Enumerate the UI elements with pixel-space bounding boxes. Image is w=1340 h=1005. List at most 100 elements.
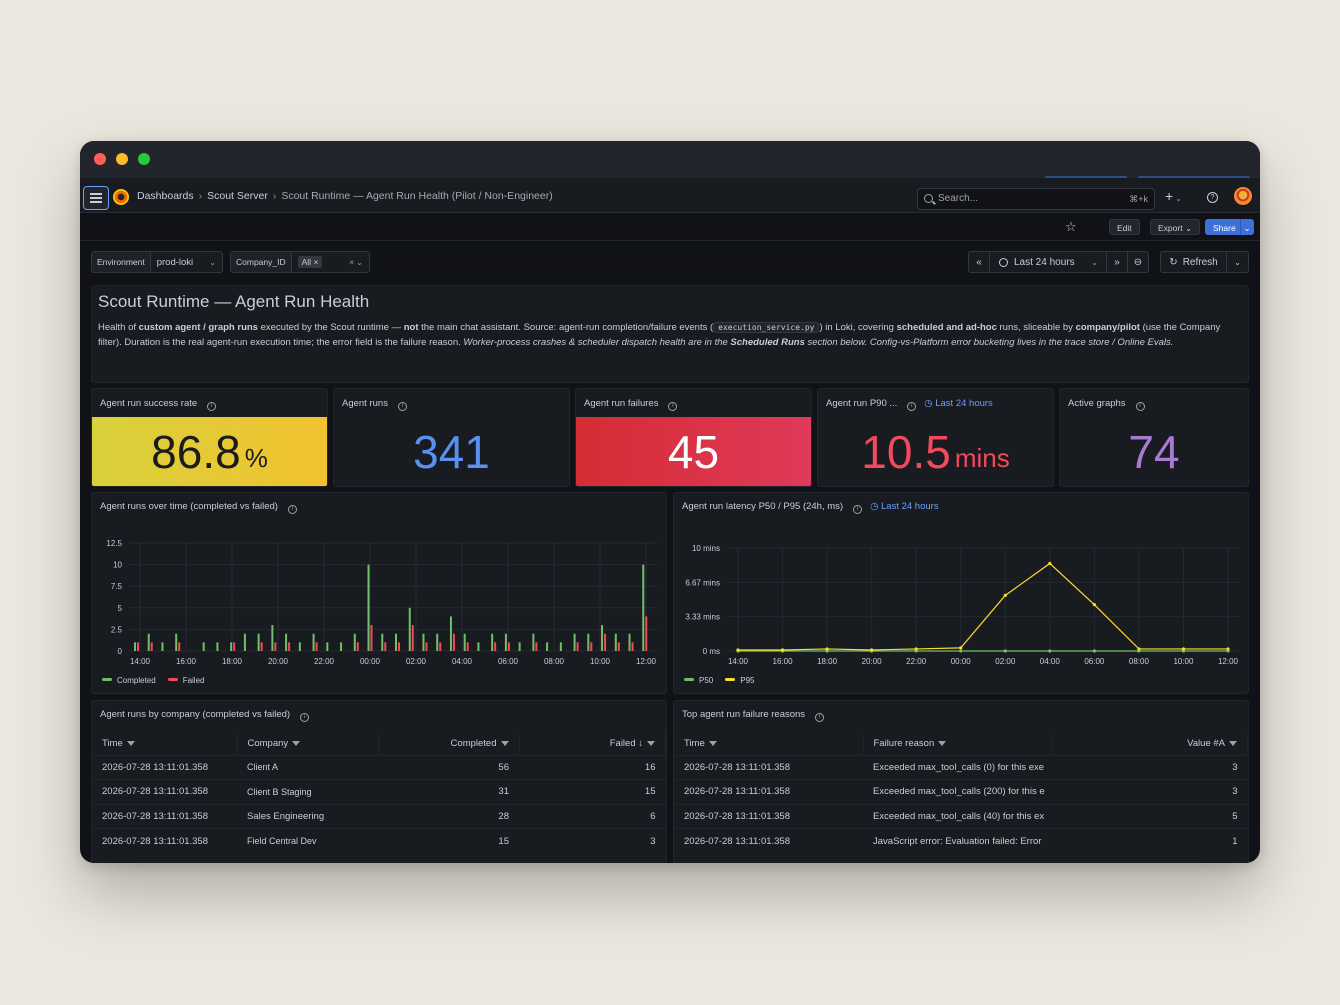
info-icon[interactable]: i: [853, 505, 863, 514]
cell-failure-reason: Exceeded max_tool_calls (40) for this ex: [863, 803, 1051, 829]
edit-button[interactable]: Edit: [1109, 219, 1140, 235]
add-new-button[interactable]: + ⌄: [1165, 189, 1182, 206]
share-button[interactable]: Share: [1205, 219, 1244, 235]
column-header-time[interactable]: Time: [92, 733, 238, 755]
search-input[interactable]: Search... ⌘+k: [917, 188, 1155, 210]
agent-runs-panel[interactable]: Agent runs i 341: [333, 388, 570, 487]
info-icon[interactable]: i: [815, 713, 825, 722]
filter-icon[interactable]: [1229, 741, 1237, 747]
column-header-company[interactable]: Company: [237, 733, 379, 755]
info-icon[interactable]: i: [300, 713, 310, 722]
completed-bar: [628, 633, 631, 651]
p90-duration-panel[interactable]: Agent run P90 ... i ◷ Last 24 hours 10.5 mi…: [817, 388, 1054, 487]
time-range-picker[interactable]: Last 24 hours ⌄: [989, 251, 1107, 273]
minimize-window-button[interactable]: [116, 153, 128, 165]
latency-panel[interactable]: Agent run latency P50 / P95 (24h, ms) i ◷ …: [673, 492, 1249, 694]
info-icon[interactable]: i: [668, 402, 678, 411]
info-icon[interactable]: i: [397, 402, 407, 411]
column-header-failure-reason[interactable]: Failure reason: [863, 733, 1052, 755]
legend-item-p50[interactable]: P50: [684, 676, 713, 685]
panel-title: Top agent run failure reasons i: [682, 709, 825, 722]
active-graphs-panel[interactable]: Active graphs i 74: [1059, 388, 1249, 487]
time-shift-back-button[interactable]: «: [968, 251, 990, 273]
latency-chart[interactable]: 0 ms 3.33 mins 6.67 mins 10 mins 14:00 16:00 1…: [674, 515, 1249, 694]
x-tick-label: 14:00: [130, 657, 151, 666]
maximize-window-button[interactable]: [138, 153, 150, 165]
breadcrumb-folder[interactable]: Scout Server: [207, 190, 268, 202]
p95-point: [870, 648, 874, 652]
column-header-completed[interactable]: Completed: [378, 733, 520, 755]
filter-icon[interactable]: [500, 741, 509, 747]
filter-icon[interactable]: [292, 741, 301, 747]
table-row[interactable]: 2026-07-28 13:11:01.358 Client A 56 16: [92, 754, 666, 780]
chart-legend: Completed Failed: [102, 676, 204, 685]
success-rate-panel[interactable]: Agent run success rate i 86.8%: [91, 388, 328, 487]
remove-icon[interactable]: ×: [313, 257, 319, 267]
panel-title-text: Active graphs: [1068, 398, 1126, 409]
grafana-logo-icon[interactable]: [113, 189, 129, 205]
table-row[interactable]: 2026-07-28 13:11:01.358 Client B Staging 3…: [92, 779, 666, 804]
info-icon[interactable]: i: [207, 402, 217, 411]
filter-icon[interactable]: [708, 741, 717, 747]
failed-bar: [535, 642, 538, 651]
refresh-interval-dropdown[interactable]: ⌄: [1226, 251, 1249, 273]
cell-failed: 6: [519, 803, 666, 829]
panel-title: Active graphs i: [1068, 398, 1145, 411]
time-shift-forward-button[interactable]: »: [1106, 251, 1128, 273]
clear-icon[interactable]: × ⌄: [349, 257, 363, 267]
panel-title-text: Agent runs over time (completed vs faile…: [100, 501, 278, 512]
environment-variable[interactable]: Environment prod-loki ⌄: [91, 251, 223, 273]
company-variable[interactable]: Company_ID All × × ⌄: [230, 251, 370, 273]
runs-chart[interactable]: 0 2.5 5 7.5 10 12.5 14:00 16:00 18:00 20:00 22:00 0…: [92, 515, 667, 694]
legend-item-p95[interactable]: P95: [725, 676, 754, 685]
help-icon[interactable]: ?: [1207, 192, 1218, 203]
company-table-panel[interactable]: Agent runs by company (completed vs fail…: [91, 700, 667, 863]
table-row[interactable]: 2026-07-28 13:11:01.358 Field Central Dev…: [92, 828, 666, 853]
failed-bar: [315, 642, 318, 651]
p90-value-box: 10.5 mins: [818, 417, 1053, 486]
zoom-out-button[interactable]: ⊖: [1127, 251, 1149, 273]
filter-icon[interactable]: [126, 741, 135, 747]
avatar[interactable]: [1234, 187, 1252, 205]
column-header-time[interactable]: Time: [674, 733, 864, 755]
chevron-down-icon: ⌄: [209, 257, 216, 267]
refresh-button[interactable]: ↻ Refresh: [1160, 251, 1227, 273]
failed-bar: [356, 642, 359, 651]
info-icon[interactable]: i: [1135, 402, 1145, 411]
p50-point: [1048, 649, 1052, 653]
star-icon[interactable]: ☆: [1065, 219, 1077, 234]
x-tick-label: 02:00: [406, 657, 427, 666]
column-header-failed[interactable]: Failed ↓: [519, 733, 666, 755]
panel-time-label: Last 24 hours: [935, 398, 993, 409]
agent-failures-panel[interactable]: Agent run failures i 45: [575, 388, 812, 487]
breadcrumb-dashboards[interactable]: Dashboards: [137, 190, 194, 202]
info-icon[interactable]: i: [287, 505, 297, 514]
cell-failed: 16: [519, 754, 666, 780]
filter-icon[interactable]: [647, 741, 655, 747]
filter-icon[interactable]: [938, 741, 947, 747]
failure-reasons-panel[interactable]: Top agent run failure reasons i Time Fail…: [673, 700, 1249, 863]
x-tick-label: 18:00: [222, 657, 243, 666]
close-window-button[interactable]: [94, 153, 106, 165]
info-icon[interactable]: i: [907, 402, 917, 411]
table-row[interactable]: 2026-07-28 13:11:01.358 Exceeded max_tool…: [674, 779, 1248, 804]
export-button[interactable]: Export ⌄: [1150, 219, 1201, 235]
failed-bar: [411, 625, 414, 651]
x-tick-label: 18:00: [817, 657, 838, 666]
completed-bar: [546, 642, 549, 651]
legend-item-failed[interactable]: Failed: [167, 676, 204, 685]
menu-toggle-button[interactable]: [83, 186, 109, 210]
completed-bar: [559, 642, 562, 651]
table-row[interactable]: 2026-07-28 13:11:01.358 JavaScript error:…: [674, 828, 1248, 853]
panel-title-text: Agent run success rate: [100, 398, 198, 409]
x-tick-label: 08:00: [1129, 657, 1150, 666]
table-row[interactable]: 2026-07-28 13:11:01.358 Exceeded max_tool…: [674, 754, 1248, 780]
table-row[interactable]: 2026-07-28 13:11:01.358 Sales Engineering…: [92, 803, 666, 829]
column-header-value[interactable]: Value #A: [1051, 733, 1248, 755]
table-row[interactable]: 2026-07-28 13:11:01.358 Exceeded max_tool…: [674, 803, 1248, 829]
failed-bar: [507, 642, 510, 651]
share-dropdown-button[interactable]: ⌄: [1240, 219, 1254, 235]
company-value-chip[interactable]: All ×: [297, 256, 323, 268]
runs-over-time-panel[interactable]: Agent runs over time (completed vs faile…: [91, 492, 667, 694]
legend-item-completed[interactable]: Completed: [102, 676, 156, 685]
